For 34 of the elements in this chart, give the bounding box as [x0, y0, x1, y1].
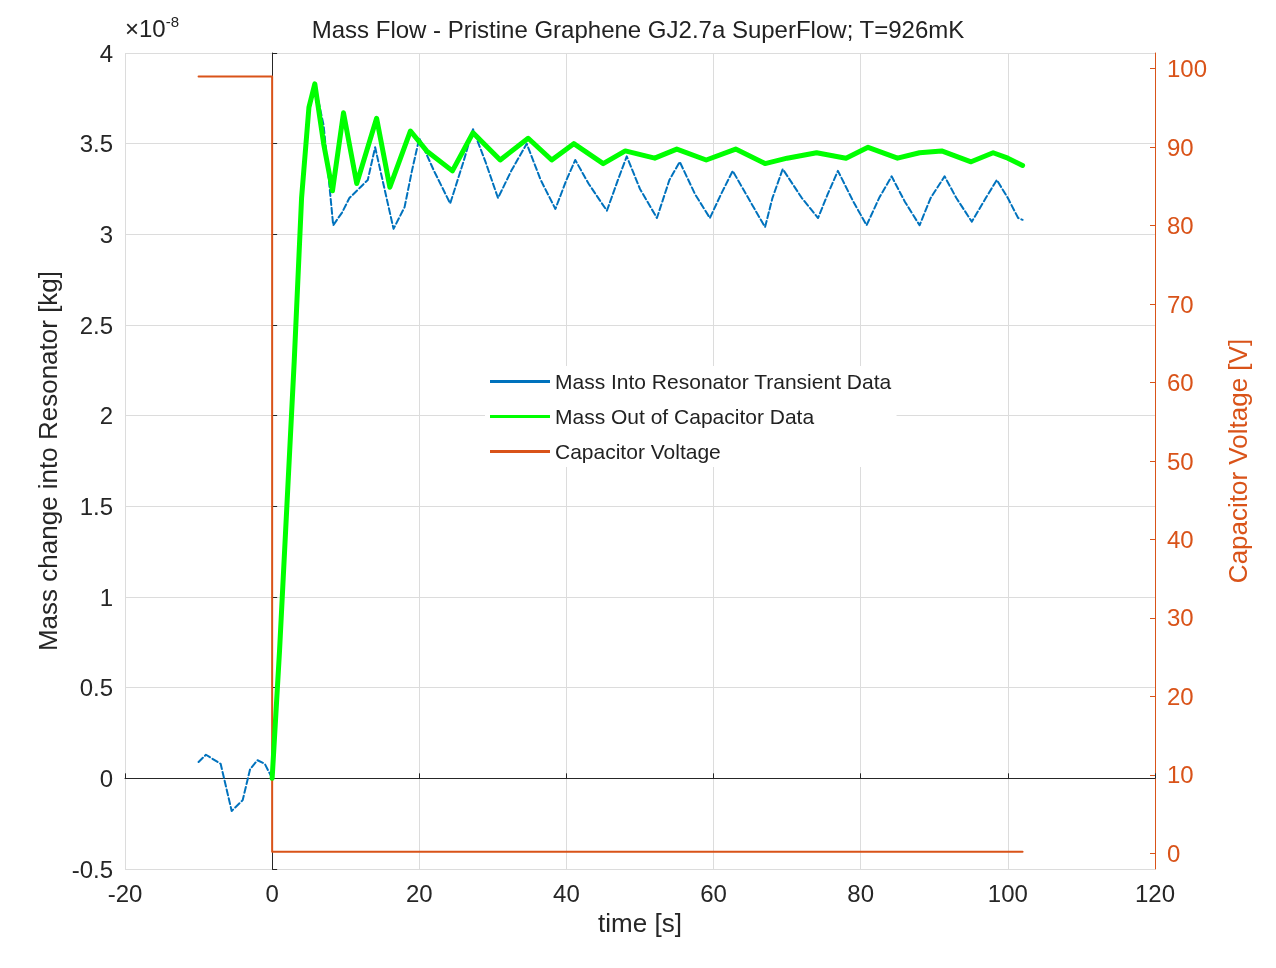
y2-tick-label: 50	[1167, 447, 1194, 475]
y2-tick-label: 0	[1167, 839, 1181, 867]
y-tick-label: 1	[99, 583, 113, 611]
x-axis-title: time [s]	[598, 907, 682, 938]
y-tick-label: 0.5	[79, 674, 113, 702]
legend-label: Mass Into Resonator Transient Data	[555, 370, 892, 393]
y-tick-label: 2.5	[79, 311, 113, 339]
y2-tick-label: 20	[1167, 682, 1194, 710]
x-tick-label: 40	[553, 879, 580, 907]
y2-tick-label: 40	[1167, 525, 1194, 553]
y-tick-label: 0	[99, 764, 113, 792]
y2-tick-label: 90	[1167, 133, 1194, 161]
y-tick-label: 3.5	[79, 130, 113, 158]
x-tick-label: 60	[700, 879, 727, 907]
x-tick-label: 20	[405, 879, 433, 907]
y-tick-label: 4	[99, 39, 113, 67]
legend-label: Capacitor Voltage	[555, 440, 721, 463]
y2-tick-label: 100	[1167, 55, 1208, 83]
y-tick-label: 3	[99, 220, 113, 248]
y2-tick-label: 70	[1167, 290, 1194, 318]
y2-axis-title: Capacitor Voltage [V]	[1223, 338, 1253, 584]
y2-tick-label: 10	[1167, 761, 1194, 789]
x-tick-label: 0	[265, 879, 279, 907]
x-tick-label: 120	[1134, 879, 1176, 907]
legend-label: Mass Out of Capacitor Data	[555, 405, 815, 428]
x-tick-label: 100	[987, 879, 1028, 907]
y-tick-label: 1.5	[79, 492, 113, 520]
y-axis-title: Mass change into Resonator [kg]	[32, 270, 63, 652]
chart-title: Mass Flow - Pristine Graphene GJ2.7a SuperFlow; T=926mK	[311, 15, 965, 43]
y2-tick-label: 60	[1167, 369, 1194, 397]
y2-tick-label: 80	[1167, 212, 1194, 240]
x-tick-label: 80	[847, 879, 875, 907]
y-tick-label: 2	[99, 402, 113, 430]
y2-tick-label: 30	[1167, 604, 1194, 632]
